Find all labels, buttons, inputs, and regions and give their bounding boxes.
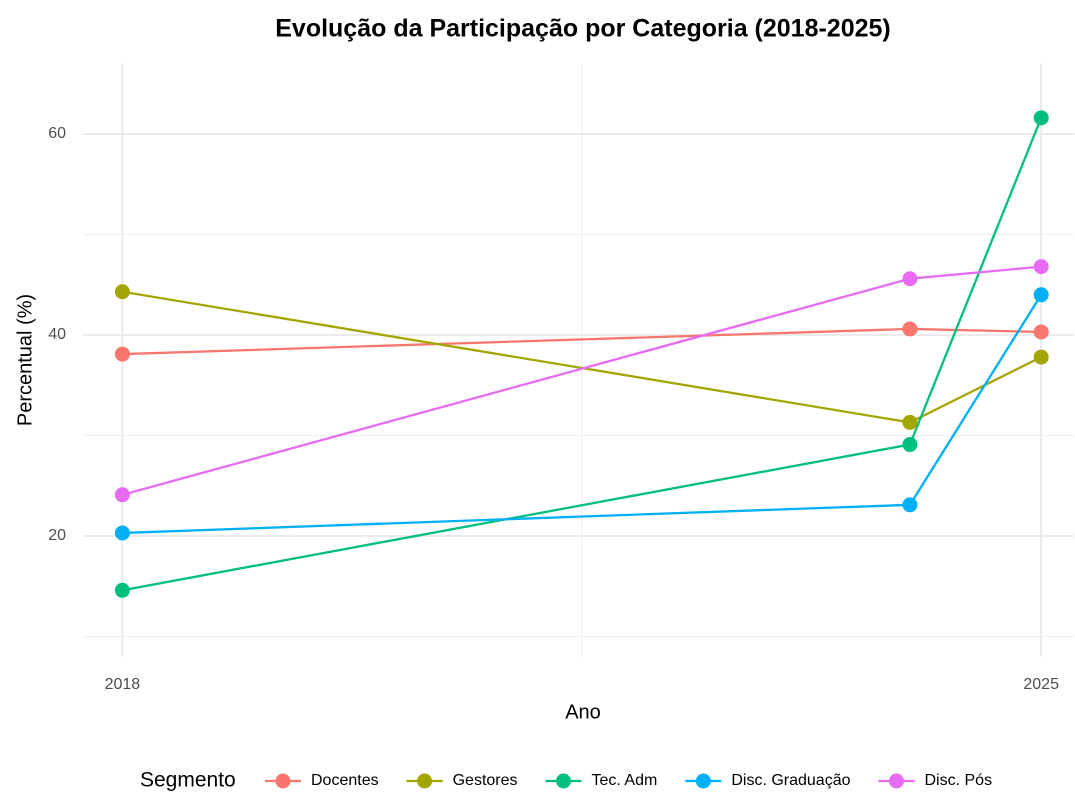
data-point — [114, 284, 130, 300]
x-axis-label: Ano — [565, 701, 601, 723]
legend-key-dot — [417, 773, 433, 789]
data-point — [1033, 324, 1049, 340]
y-tick-label: 20 — [48, 527, 66, 544]
data-point — [114, 582, 130, 598]
data-point — [114, 487, 130, 503]
data-point — [1033, 259, 1049, 275]
x-tick-label: 2018 — [105, 676, 141, 693]
legend-key-dot — [556, 773, 572, 789]
data-point — [902, 414, 918, 430]
legend-key-dot — [275, 773, 291, 789]
data-point — [902, 497, 918, 513]
legend-key-dot — [889, 773, 904, 789]
data-point — [902, 321, 918, 337]
x-tick-label: 2025 — [1023, 676, 1059, 693]
y-tick-label: 60 — [48, 125, 66, 142]
data-point — [1033, 349, 1049, 365]
y-tick-label: 40 — [48, 326, 66, 343]
data-point — [114, 346, 130, 362]
legend-label: Tec. Adm — [592, 772, 658, 789]
chart-title: Evolução da Participação por Categoria (… — [275, 15, 891, 43]
data-point — [1033, 110, 1049, 126]
legend-title: Segmento — [140, 769, 236, 792]
legend-label: Docentes — [311, 772, 379, 789]
legend-label: Disc. Graduação — [731, 772, 850, 789]
y-axis-label: Percentual (%) — [14, 294, 36, 426]
data-point — [1033, 287, 1049, 303]
data-point — [902, 271, 918, 287]
data-point — [902, 437, 918, 453]
legend-label: Disc. Pós — [925, 772, 993, 789]
legend-label: Gestores — [453, 772, 518, 789]
data-point — [114, 525, 130, 541]
legend-key-dot — [695, 773, 711, 789]
